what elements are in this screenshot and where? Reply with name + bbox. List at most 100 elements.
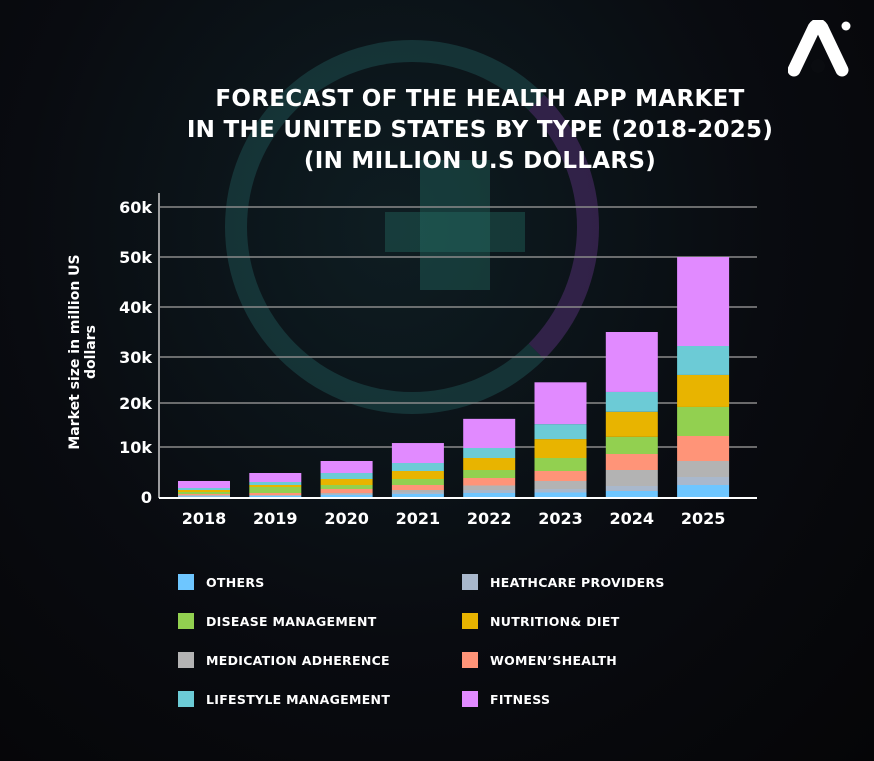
bar-segment	[249, 485, 302, 487]
title-line-2: IN THE UNITED STATES BY TYPE (2018-2025)	[186, 117, 774, 143]
x-tick-label: 2025	[681, 509, 726, 528]
bar-segment	[391, 485, 444, 490]
legend-swatch	[178, 652, 194, 668]
legend-label: OTHERS	[206, 574, 265, 590]
bar-segment	[391, 471, 444, 479]
bar-segment	[178, 492, 230, 494]
y-tick-label: 50k	[119, 248, 152, 267]
y-tick-label: 60k	[119, 198, 152, 217]
legend-swatch	[462, 574, 478, 590]
legend-swatch	[178, 613, 194, 629]
bar-segment	[178, 488, 230, 490]
legend-label: MEDICATION ADHERENCE	[206, 652, 390, 668]
y-tick-label: 10k	[119, 438, 152, 457]
bar-segment	[605, 491, 658, 497]
bar-segment	[463, 458, 516, 470]
bar-segment	[534, 481, 587, 489]
legend-label: DISEASE MANAGEMENT	[206, 613, 377, 629]
x-tick-label: 2024	[610, 509, 655, 528]
x-tick-label: 2019	[253, 509, 298, 528]
bar-segment	[391, 494, 444, 497]
bar-segment	[320, 494, 373, 495]
x-tick-label: 2018	[182, 509, 227, 528]
bar-segment	[677, 477, 730, 485]
bar-segment	[534, 471, 587, 481]
bar-segment	[534, 439, 587, 458]
bar-segment	[320, 473, 373, 479]
x-tick-label: 2020	[324, 509, 369, 528]
y-tick-label: 20k	[119, 394, 152, 413]
bar-segment	[677, 436, 730, 461]
bar-segment	[249, 495, 302, 496]
legend-item: LIFESTYLE MANAGEMENT	[178, 691, 390, 707]
legend-item: WOMEN’SHEALTH	[462, 652, 617, 668]
bar-segment	[534, 382, 587, 425]
bar-segment	[677, 461, 730, 477]
bar-segment	[320, 493, 373, 494]
bar-segment	[605, 486, 658, 491]
x-tick-label: 2022	[467, 509, 512, 528]
bar-segment	[178, 490, 230, 492]
bar-segment	[463, 478, 516, 486]
legend-swatch	[178, 574, 194, 590]
legend-item: FITNESS	[462, 691, 550, 707]
legend-swatch	[462, 652, 478, 668]
legend-label: NUTRITION& DIET	[490, 613, 620, 629]
bar-segment	[249, 496, 302, 497]
bar-segment	[249, 473, 302, 482]
bar-segment	[605, 454, 658, 470]
legend-item: OTHERS	[178, 574, 265, 590]
y-tick-label: 40k	[119, 298, 152, 317]
bar-segment	[249, 495, 302, 496]
bar-segment	[391, 492, 444, 494]
bar-segment	[320, 485, 373, 489]
bar-segment	[178, 496, 230, 497]
bar-segment	[677, 485, 730, 497]
bar-segment	[605, 436, 658, 454]
title-line-3: (IN MILLION U.S DOLLARS)	[303, 148, 657, 174]
bar-segment	[534, 492, 587, 497]
bar-segment	[391, 443, 444, 463]
y-tick-label: 0	[141, 488, 152, 507]
bar-segment	[605, 470, 658, 486]
bar-segment	[677, 406, 730, 436]
bar-segment	[320, 479, 373, 485]
legend-item: NUTRITION& DIET	[462, 613, 620, 629]
bar-segment	[463, 485, 516, 490]
legend-swatch	[462, 613, 478, 629]
legend-swatch	[462, 691, 478, 707]
bar-segment	[391, 463, 444, 471]
bar-segment	[178, 481, 230, 488]
bar-segment	[320, 461, 373, 473]
bar-segment	[605, 332, 658, 392]
bar-segment	[463, 418, 516, 448]
bar-segment	[677, 346, 730, 375]
bar-segment	[391, 479, 444, 485]
bar-segment	[463, 493, 516, 497]
background-cross	[420, 160, 490, 290]
chart-title: FORECAST OF THE HEALTH APP MARKET IN THE…	[150, 84, 810, 177]
bar-segment	[391, 490, 444, 493]
bar-segment	[178, 496, 230, 497]
bar-segment	[605, 391, 658, 412]
bar-segment	[178, 495, 230, 496]
bar-segment	[677, 257, 730, 346]
title-line-1: FORECAST OF THE HEALTH APP MARKET	[215, 86, 745, 112]
background-cross	[385, 212, 525, 252]
bar-segment	[249, 487, 302, 493]
legend-swatch	[178, 691, 194, 707]
bar-segment	[463, 470, 516, 478]
bar-segment	[320, 495, 373, 497]
brand-a-logo-icon	[788, 20, 851, 77]
bar-segment	[249, 482, 302, 485]
legend-item: HEATHCARE PROVIDERS	[462, 574, 665, 590]
bar-segment	[463, 448, 516, 458]
bar-segment	[534, 424, 587, 440]
bar-segment	[249, 493, 302, 495]
legend-label: HEATHCARE PROVIDERS	[490, 574, 665, 590]
bar-segment	[463, 490, 516, 493]
legend-item: MEDICATION ADHERENCE	[178, 652, 390, 668]
legend-label: FITNESS	[490, 691, 551, 707]
